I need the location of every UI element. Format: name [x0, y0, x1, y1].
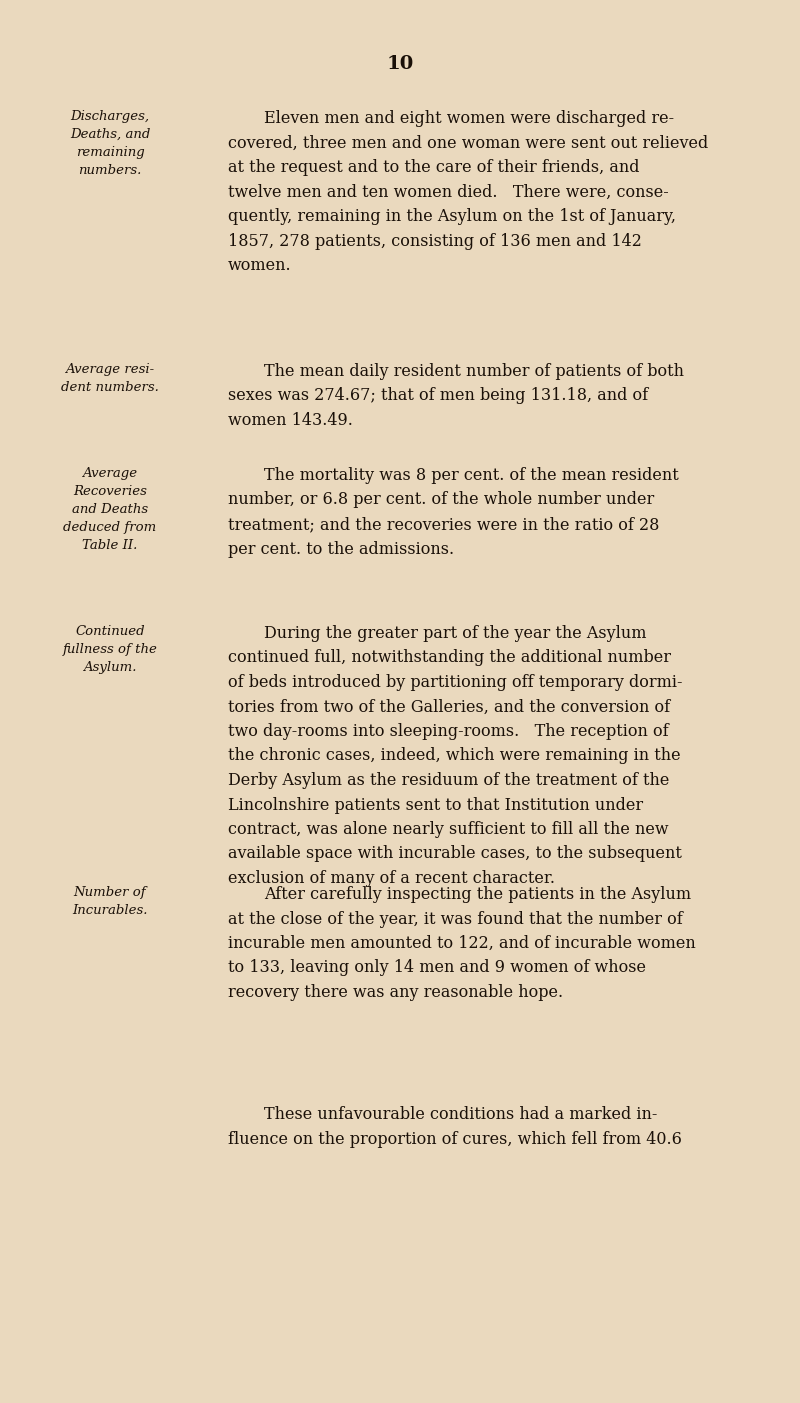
Text: The mortality was 8 per cent. of the mean resident: The mortality was 8 per cent. of the mea… — [264, 467, 678, 484]
Text: Eleven men and eight women were discharged re-: Eleven men and eight women were discharg… — [264, 109, 674, 128]
Text: numbers.: numbers. — [78, 164, 142, 177]
Text: covered, three men and one woman were sent out relieved: covered, three men and one woman were se… — [228, 135, 708, 152]
Text: Continued: Continued — [75, 624, 145, 638]
Text: Asylum.: Asylum. — [83, 661, 137, 673]
Text: During the greater part of the year the Asylum: During the greater part of the year the … — [264, 624, 646, 643]
Text: fullness of the: fullness of the — [62, 643, 158, 657]
Text: 1857, 278 patients, consisting of 136 men and 142: 1857, 278 patients, consisting of 136 me… — [228, 233, 642, 250]
Text: Incurables.: Incurables. — [72, 904, 148, 918]
Text: treatment; and the recoveries were in the ratio of 28: treatment; and the recoveries were in th… — [228, 516, 659, 533]
Text: Table II.: Table II. — [82, 539, 138, 551]
Text: to 133, leaving only 14 men and 9 women of whose: to 133, leaving only 14 men and 9 women … — [228, 960, 646, 976]
Text: dent numbers.: dent numbers. — [61, 382, 159, 394]
Text: remaining: remaining — [76, 146, 144, 159]
Text: The mean daily resident number of patients of both: The mean daily resident number of patien… — [264, 363, 684, 380]
Text: contract, was alone nearly sufficient to fill all the new: contract, was alone nearly sufficient to… — [228, 821, 669, 838]
Text: sexes was 274.67; that of men being 131.18, and of: sexes was 274.67; that of men being 131.… — [228, 387, 648, 404]
Text: After carefully inspecting the patients in the Asylum: After carefully inspecting the patients … — [264, 887, 691, 904]
Text: continued full, notwithstanding the additional number: continued full, notwithstanding the addi… — [228, 650, 671, 666]
Text: the chronic cases, indeed, which were remaining in the: the chronic cases, indeed, which were re… — [228, 748, 681, 765]
Text: Discharges,: Discharges, — [70, 109, 150, 123]
Text: number, or 6.8 per cent. of the whole number under: number, or 6.8 per cent. of the whole nu… — [228, 491, 654, 508]
Text: and Deaths: and Deaths — [72, 504, 148, 516]
Text: women.: women. — [228, 257, 292, 274]
Text: Number of: Number of — [74, 887, 146, 899]
Text: women 143.49.: women 143.49. — [228, 412, 353, 429]
Text: tories from two of the Galleries, and the conversion of: tories from two of the Galleries, and th… — [228, 699, 670, 716]
Text: Recoveries: Recoveries — [73, 485, 147, 498]
Text: at the request and to the care of their friends, and: at the request and to the care of their … — [228, 159, 639, 175]
Text: available space with incurable cases, to the subsequent: available space with incurable cases, to… — [228, 846, 682, 863]
Text: Deaths, and: Deaths, and — [70, 128, 150, 140]
Text: of beds introduced by partitioning off temporary dormi-: of beds introduced by partitioning off t… — [228, 673, 682, 692]
Text: Average: Average — [82, 467, 138, 480]
Text: recovery there was any reasonable hope.: recovery there was any reasonable hope. — [228, 984, 563, 1000]
Text: 10: 10 — [386, 55, 414, 73]
Text: two day-rooms into sleeping-rooms.   The reception of: two day-rooms into sleeping-rooms. The r… — [228, 723, 669, 739]
Text: twelve men and ten women died.   There were, conse-: twelve men and ten women died. There wer… — [228, 184, 669, 201]
Text: Average resi-: Average resi- — [66, 363, 154, 376]
Text: at the close of the year, it was found that the number of: at the close of the year, it was found t… — [228, 911, 682, 927]
Text: Derby Asylum as the residuum of the treatment of the: Derby Asylum as the residuum of the trea… — [228, 772, 670, 788]
Text: exclusion of many of a recent character.: exclusion of many of a recent character. — [228, 870, 555, 887]
Text: incurable men amounted to 122, and of incurable women: incurable men amounted to 122, and of in… — [228, 934, 696, 953]
Text: Lincolnshire patients sent to that Institution under: Lincolnshire patients sent to that Insti… — [228, 797, 643, 814]
Text: per cent. to the admissions.: per cent. to the admissions. — [228, 540, 454, 557]
Text: deduced from: deduced from — [63, 521, 157, 535]
Text: fluence on the proportion of cures, which fell from 40.6: fluence on the proportion of cures, whic… — [228, 1131, 682, 1148]
Text: These unfavourable conditions had a marked in-: These unfavourable conditions had a mark… — [264, 1106, 658, 1122]
Text: quently, remaining in the Asylum on the 1st of January,: quently, remaining in the Asylum on the … — [228, 208, 676, 224]
